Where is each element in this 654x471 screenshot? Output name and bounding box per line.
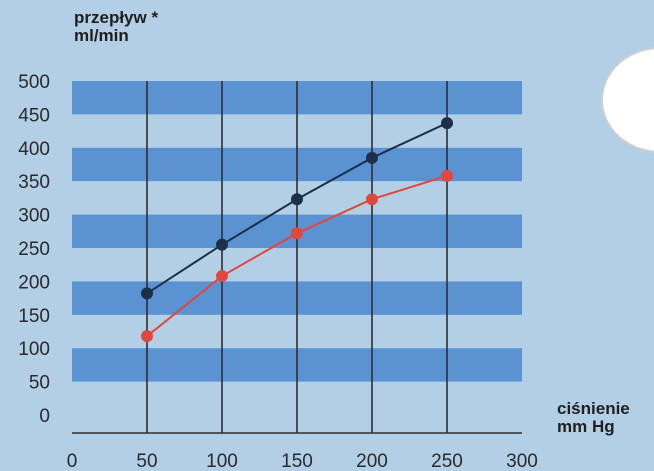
chart-title-line1: przepływ * bbox=[74, 8, 158, 27]
series-1-point-50 bbox=[141, 287, 153, 300]
x-tick-label-50: 50 bbox=[136, 451, 157, 471]
vertical-gridlines bbox=[146, 81, 448, 433]
x-axis-label-line1: ciśnienie bbox=[557, 399, 630, 418]
decorative-oval bbox=[601, 47, 654, 153]
series-layer bbox=[141, 117, 453, 343]
series-1-point-150 bbox=[291, 193, 303, 206]
series-2-point-50 bbox=[141, 330, 153, 343]
series-2-point-200 bbox=[366, 193, 378, 206]
y-tick-label-100: 100 bbox=[18, 339, 50, 360]
x-tick-labels: 0 50 100 150 200 250 300 bbox=[67, 451, 538, 471]
series-1-point-250 bbox=[441, 117, 453, 130]
y-tick-label-450: 450 bbox=[18, 105, 50, 126]
y-tick-labels: 0 50 100 150 200 250 300 350 400 450 500 bbox=[18, 72, 50, 427]
series-1-point-100 bbox=[216, 238, 228, 251]
y-tick-label-500: 500 bbox=[18, 72, 50, 93]
x-tick-label-100: 100 bbox=[206, 451, 238, 471]
chart-title-line2: ml/min bbox=[74, 26, 129, 45]
x-axis-label-line2: mm Hg bbox=[557, 417, 615, 436]
x-tick-label-150: 150 bbox=[281, 451, 313, 471]
x-tick-label-200: 200 bbox=[356, 451, 388, 471]
y-tick-label-250: 250 bbox=[18, 239, 50, 260]
series-2-point-100 bbox=[216, 270, 228, 283]
y-tick-label-0: 0 bbox=[39, 406, 50, 427]
y-tick-label-200: 200 bbox=[18, 272, 50, 293]
x-tick-label-0: 0 bbox=[67, 451, 78, 471]
y-tick-label-400: 400 bbox=[18, 139, 50, 160]
y-tick-label-150: 150 bbox=[18, 306, 50, 327]
series-1-point-200 bbox=[366, 151, 378, 164]
series-2-point-150 bbox=[291, 227, 303, 240]
series-2-point-250 bbox=[441, 169, 453, 182]
x-tick-label-250: 250 bbox=[431, 451, 463, 471]
y-tick-label-350: 350 bbox=[18, 172, 50, 193]
y-tick-label-300: 300 bbox=[18, 206, 50, 227]
x-tick-label-300: 300 bbox=[506, 451, 538, 471]
y-tick-label-50: 50 bbox=[29, 373, 50, 394]
